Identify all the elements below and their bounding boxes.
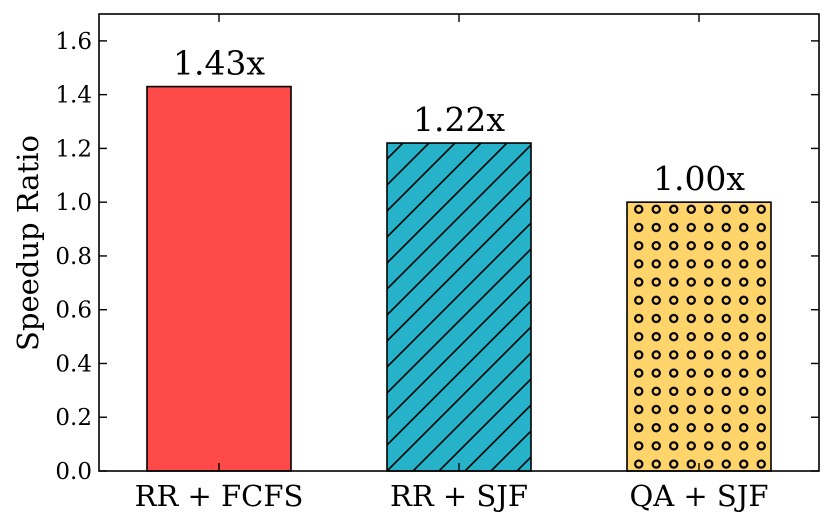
value-label-rr-fcfs: 1.43x bbox=[173, 44, 265, 83]
plot-frame bbox=[98, 13, 820, 472]
bar-rr-fcfs bbox=[146, 85, 292, 472]
x-label-rr-fcfs: RR + FCFS bbox=[135, 479, 304, 513]
x-label-rr-sjf: RR + SJF bbox=[390, 479, 528, 513]
x-axis-ticks bbox=[218, 14, 700, 471]
value-label-rr-sjf: 1.22x bbox=[413, 100, 505, 139]
bar-rr-sjf bbox=[386, 142, 532, 472]
y-axis-tick-labels: 0.0 0.2 0.4 0.6 0.8 1.0 1.2 1.4 1.6 bbox=[55, 29, 92, 485]
y-axis-ticks bbox=[99, 40, 819, 472]
value-label-qa-sjf: 1.00x bbox=[653, 159, 745, 198]
y-tick-label-0-4: 0.4 bbox=[55, 351, 92, 377]
bars-group bbox=[146, 85, 772, 472]
bar-value-labels: 1.43x 1.22x 1.00x bbox=[173, 44, 745, 199]
y-tick-label-0-6: 0.6 bbox=[55, 298, 92, 324]
y-axis-title: Speedup Ratio bbox=[11, 135, 45, 351]
y-tick-label-1-6: 1.6 bbox=[55, 29, 92, 55]
x-axis-category-labels: RR + FCFS RR + SJF QA + SJF bbox=[135, 479, 769, 513]
x-label-qa-sjf: QA + SJF bbox=[629, 479, 768, 513]
y-tick-label-1-4: 1.4 bbox=[55, 83, 92, 109]
bar-qa-sjf bbox=[626, 201, 772, 472]
y-tick-label-0-8: 0.8 bbox=[55, 244, 92, 270]
y-tick-label-1-2: 1.2 bbox=[55, 136, 92, 162]
y-tick-label-0-0: 0.0 bbox=[55, 459, 92, 485]
y-tick-label-1-0: 1.0 bbox=[55, 190, 92, 216]
y-tick-label-0-2: 0.2 bbox=[55, 405, 92, 431]
